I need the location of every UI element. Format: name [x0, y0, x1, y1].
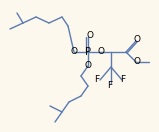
Text: O: O	[134, 58, 141, 67]
Text: F: F	[107, 81, 113, 89]
Text: O: O	[70, 48, 77, 56]
Text: F: F	[120, 76, 126, 84]
Text: O: O	[86, 32, 93, 41]
Text: O: O	[84, 62, 91, 70]
Text: O: O	[97, 48, 104, 56]
Text: F: F	[94, 76, 100, 84]
Text: O: O	[134, 36, 141, 44]
Text: P: P	[85, 47, 91, 57]
